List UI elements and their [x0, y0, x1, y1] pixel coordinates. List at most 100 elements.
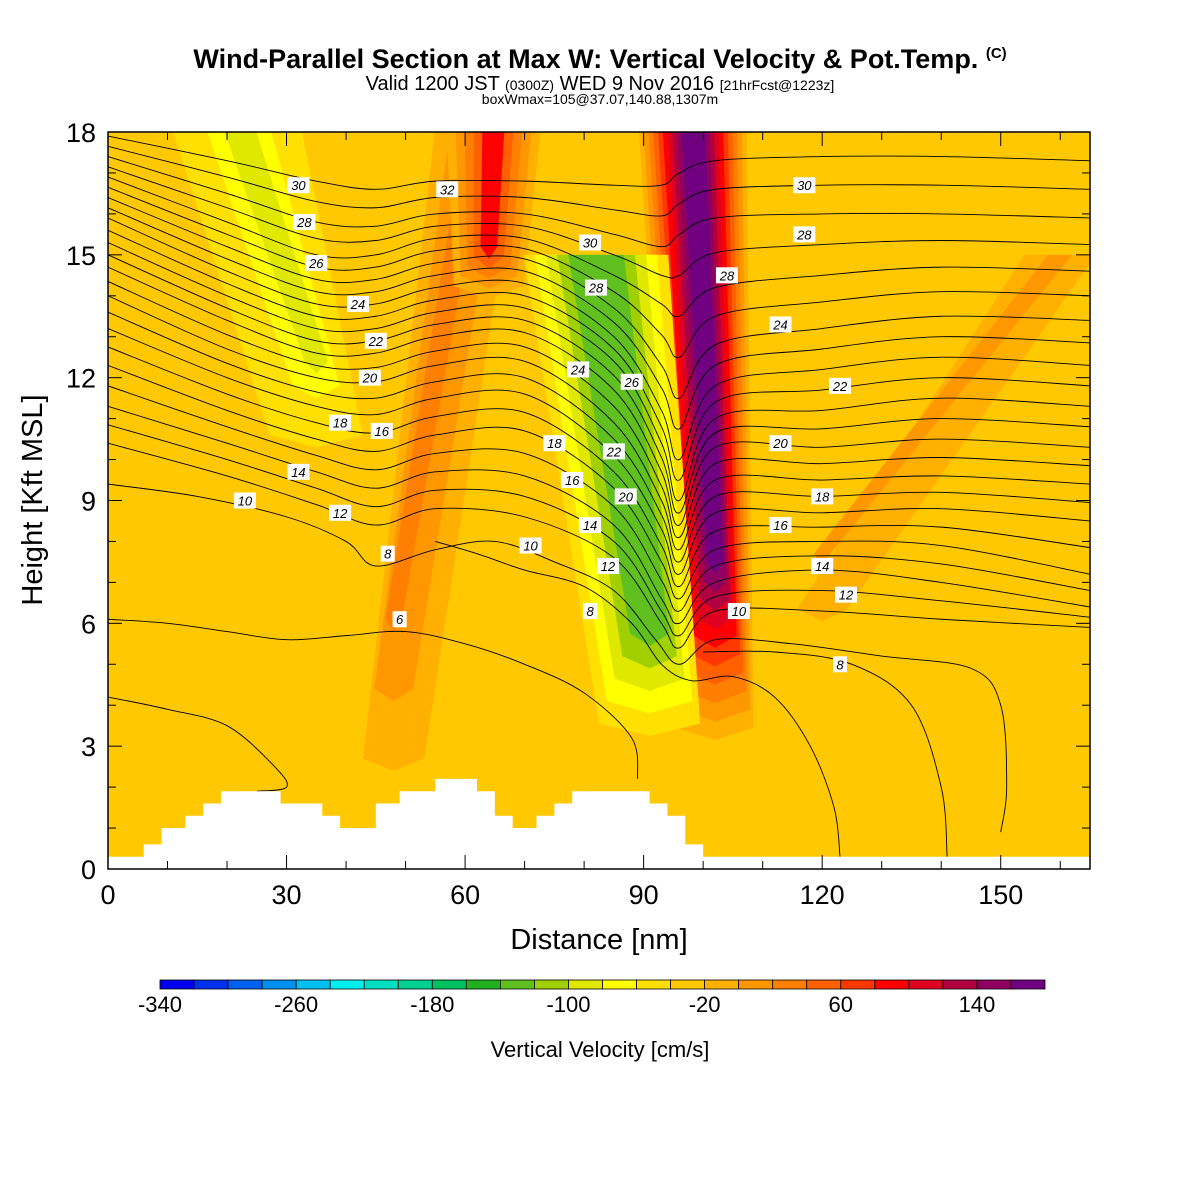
- contour-label: 8: [833, 656, 848, 673]
- terrain-mask: [108, 778, 1090, 869]
- contour-label-text: 8: [384, 547, 392, 562]
- contour-label-box: [727, 603, 750, 620]
- contour-label-text: 22: [368, 334, 384, 349]
- contour-label-box: [392, 611, 407, 628]
- contour-label-text: 32: [440, 182, 455, 197]
- contour-label-text: 8: [586, 604, 594, 619]
- contour-label-text: 24: [570, 362, 585, 377]
- contour-label-box: [567, 361, 590, 378]
- valid-prefix: Valid 1200 JST: [365, 73, 500, 95]
- x-tick-label: 150: [978, 880, 1023, 910]
- velocity-band-down-0-level-4: [224, 132, 328, 374]
- theta-contour-14: [108, 364, 1090, 600]
- contour-label: 18: [543, 435, 566, 452]
- colorbar-swatch: [159, 979, 195, 990]
- theta-contour-18: [108, 295, 1090, 551]
- contour-label: 30: [287, 177, 310, 194]
- contour-label: 28: [293, 214, 316, 231]
- contour-label-text: 20: [772, 436, 788, 451]
- contour-label-text: 6: [396, 612, 404, 627]
- colorbar-label: 140: [959, 992, 996, 1017]
- contour-label: 26: [620, 373, 643, 390]
- contour-label-box: [793, 177, 816, 194]
- velocity-band-up-1-level-5: [480, 132, 505, 259]
- contour-label-box: [596, 558, 619, 575]
- x-axis-title: Distance [nm]: [510, 924, 687, 956]
- contour-label-text: 16: [375, 424, 390, 439]
- contour-label-text: 14: [815, 559, 829, 574]
- theta-contour-9: [108, 483, 1008, 833]
- y-tick-label: 0: [81, 855, 96, 885]
- colorbar-label: -100: [546, 992, 590, 1017]
- colorbar-swatch: [261, 979, 297, 990]
- colorbar-swatch: [1010, 979, 1046, 990]
- colorbar-swatch: [670, 979, 706, 990]
- contour-label-box: [583, 603, 598, 620]
- contour-label-text: 18: [815, 489, 830, 504]
- colorbar-swatch: [942, 979, 978, 990]
- contour-label-box: [620, 373, 643, 390]
- contour-label-box: [602, 443, 625, 460]
- velocity-band-up-3-level-2: [813, 254, 1073, 567]
- contour-label: 22: [364, 332, 387, 349]
- contour-label-box: [833, 656, 848, 673]
- theta-contour-intermediate: [108, 281, 1090, 538]
- colorbar-swatch: [499, 979, 535, 990]
- contour-label-box: [715, 267, 738, 284]
- contour-label-box: [579, 517, 602, 534]
- colorbar-swatch: [738, 979, 774, 990]
- contour-label: 18: [811, 488, 834, 505]
- contour-label: 32: [436, 181, 459, 198]
- velocity-band-up-2-level-10: [681, 132, 724, 575]
- y-tick-label: 12: [66, 364, 96, 394]
- colorbar-swatch: [329, 979, 365, 990]
- contour-label: 20: [769, 435, 792, 452]
- theta-contour-16: [108, 328, 1090, 575]
- colorbar-label: -180: [410, 992, 454, 1017]
- contour-label-text: 30: [797, 178, 812, 193]
- contour-label-box: [329, 504, 352, 521]
- contour-label-box: [769, 435, 792, 452]
- contour-label-box: [834, 586, 857, 603]
- contour-label: 24: [769, 316, 792, 333]
- y-axis: 0 3 6 9 12 15 18: [66, 118, 1090, 885]
- contour-label-text: 22: [832, 379, 848, 394]
- contour-label-text: 16: [773, 518, 788, 533]
- theta-contour-10: [108, 442, 1090, 649]
- contour-label-box: [519, 537, 542, 554]
- contour-label-box: [561, 472, 584, 489]
- colorbar-swatch: [908, 979, 944, 990]
- contour-label-text: 22: [606, 444, 622, 459]
- colorbar-swatch: [704, 979, 740, 990]
- x-tick-label: 30: [272, 880, 302, 910]
- theta-contour-intermediate: [108, 166, 1090, 279]
- contour-label: 6: [392, 611, 407, 628]
- colorbar-swatch: [976, 979, 1012, 990]
- contour-label: 14: [579, 517, 602, 534]
- contour-label-text: 16: [565, 473, 580, 488]
- contour-label: 10: [519, 537, 542, 554]
- contour-label-text: 12: [601, 559, 616, 574]
- contour-label-text: 26: [308, 256, 324, 271]
- x-axis: 0 30 60 90 120 150: [100, 132, 1061, 910]
- forecast-info: [21hrFcst@1223z]: [719, 77, 835, 93]
- contour-label-text: 26: [623, 375, 639, 390]
- contour-label-box: [364, 332, 387, 349]
- contour-label-box: [233, 492, 256, 509]
- contour-label-box: [293, 214, 316, 231]
- contour-label: 12: [329, 504, 352, 521]
- contour-label-box: [329, 414, 352, 431]
- contour-label-box: [769, 316, 792, 333]
- contour-label-box: [436, 181, 459, 198]
- theta-contour-24: [108, 217, 1090, 461]
- theta-contour-12: [108, 405, 1090, 625]
- contour-label-text: 28: [719, 268, 735, 283]
- contour-label: 12: [596, 558, 619, 575]
- colorbar-label: -340: [138, 992, 182, 1017]
- contour-label: 22: [602, 443, 625, 460]
- contour-label: 24: [346, 295, 369, 312]
- colorbar-swatch: [465, 979, 501, 990]
- plot-area: 30 32 28 26 24 22 20 18 16 14 12 10 8 6 30 28 24 26 18 22 16…: [108, 132, 1090, 869]
- contour-label-text: 12: [839, 588, 854, 603]
